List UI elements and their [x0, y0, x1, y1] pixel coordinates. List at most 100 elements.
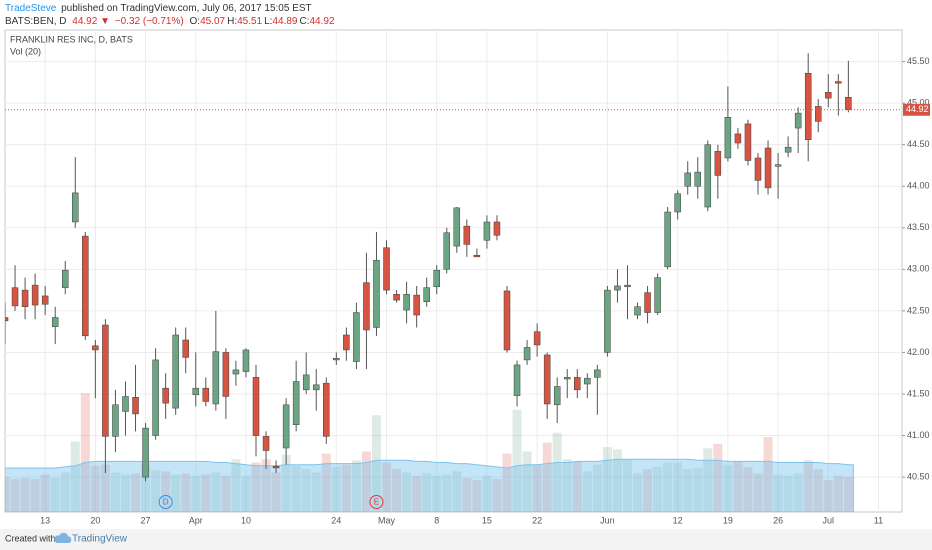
- candle-body: [553, 386, 561, 406]
- candle-body: [202, 387, 210, 402]
- volume-bar: [562, 459, 572, 512]
- author[interactable]: TradeSteve: [5, 3, 57, 14]
- volume-bar: [251, 462, 261, 512]
- candle-body: [41, 295, 49, 305]
- candle-body: [734, 133, 742, 144]
- candle-body: [102, 324, 109, 437]
- candle-body: [664, 211, 671, 268]
- volume-bar: [231, 459, 241, 512]
- candle-body: [72, 192, 79, 223]
- event-label: D: [163, 498, 169, 507]
- event-marker: [369, 495, 384, 509]
- candle-body: [614, 285, 621, 291]
- candle-body: [112, 404, 119, 437]
- volume-bar: [492, 479, 502, 512]
- footer-logo[interactable]: TradingView: [54, 532, 128, 545]
- legend-volume: Vol (20): [10, 46, 41, 56]
- candle-body: [483, 221, 491, 241]
- volume-bar: [382, 462, 392, 512]
- volume-bar: [653, 466, 663, 512]
- candle-body: [503, 290, 511, 351]
- candle-body: [172, 334, 179, 409]
- volume-bar: [673, 462, 683, 512]
- volume-bar: [542, 442, 552, 512]
- volume-bar: [693, 468, 703, 512]
- header-line-1: TradeSteve published on TradingView.com,…: [5, 3, 312, 14]
- volume-bar: [763, 437, 773, 512]
- volume-bar: [171, 474, 181, 512]
- candle-body: [594, 369, 601, 378]
- volume-bar: [773, 474, 783, 512]
- volume-bar: [5, 476, 10, 512]
- header-line-2: BATS:BEN, D 44.92 ▼ −0.32 (−0.71%) O:45.…: [5, 16, 335, 27]
- symbol: BATS:BEN, D: [5, 16, 67, 27]
- volume-bar: [472, 480, 482, 512]
- candle-body: [262, 436, 270, 451]
- candle-body: [413, 294, 420, 316]
- y-tick-label: 43.00: [907, 264, 930, 274]
- candle-body: [11, 287, 19, 307]
- ohlc-value: 44.92: [310, 16, 335, 27]
- ohlc-value: 45.51: [237, 16, 262, 27]
- candle-body: [644, 292, 651, 313]
- volume-bar: [50, 477, 60, 512]
- candle-body: [784, 146, 792, 153]
- volume-bar: [452, 471, 462, 512]
- volume-bar: [793, 473, 803, 512]
- candle-body: [543, 354, 551, 405]
- x-tick-label: 20: [90, 515, 100, 525]
- candle-body: [192, 387, 200, 396]
- candle-body: [744, 123, 752, 161]
- volume-bar: [713, 443, 723, 512]
- volume-bar: [20, 477, 30, 512]
- volume-bar: [120, 474, 130, 512]
- change-arrow: ▼: [100, 16, 110, 27]
- candle-body: [333, 358, 340, 361]
- volume-bar: [181, 473, 191, 512]
- candle-body: [714, 151, 722, 176]
- legend-title: FRANKLIN RES INC, D, BATS: [10, 34, 133, 44]
- volume-bar: [402, 472, 412, 512]
- candle-body: [363, 282, 370, 331]
- candle-body: [182, 339, 189, 358]
- volume-bar: [602, 447, 612, 512]
- volume-bar: [10, 479, 20, 512]
- candle-body: [423, 287, 430, 302]
- volume-bar: [191, 475, 201, 512]
- candle-body: [774, 164, 782, 167]
- y-tick-label: 45.50: [907, 56, 930, 66]
- volume-bar: [723, 464, 733, 512]
- volume-bar: [361, 451, 371, 512]
- candles: [5, 53, 852, 482]
- x-tick-label: 12: [673, 515, 683, 525]
- candle-body: [754, 157, 762, 181]
- x-tick-label: 24: [331, 515, 341, 525]
- candle-body: [393, 294, 400, 301]
- candle-body: [142, 427, 149, 478]
- candle-body: [724, 117, 732, 159]
- ohlc-value: 45.07: [200, 16, 225, 27]
- event-marker: [158, 495, 173, 509]
- ohlc-label: L:: [264, 16, 272, 27]
- candle-body: [373, 259, 380, 328]
- candle-body: [604, 289, 611, 353]
- change: −0.32 (−0.71%): [115, 16, 184, 27]
- volume-bar: [582, 471, 592, 512]
- candle-body: [252, 377, 260, 436]
- last-price: 44.92: [72, 16, 97, 27]
- volume-bar: [572, 461, 582, 512]
- volume-bar: [161, 471, 171, 512]
- volume-bar: [612, 449, 622, 512]
- footer-brand[interactable]: TradingView: [72, 534, 128, 545]
- candle-body: [513, 364, 521, 396]
- volume-bar: [90, 465, 100, 512]
- x-tick-label: 8: [434, 515, 439, 525]
- x-tick-label: 26: [773, 515, 783, 525]
- y-tick-label: 42.50: [907, 305, 930, 315]
- published: published on TradingView.com, July 06, 2…: [61, 3, 312, 14]
- candle-body: [704, 144, 712, 208]
- candle-body: [794, 112, 802, 129]
- candle-body: [222, 352, 230, 397]
- grid: [5, 30, 905, 512]
